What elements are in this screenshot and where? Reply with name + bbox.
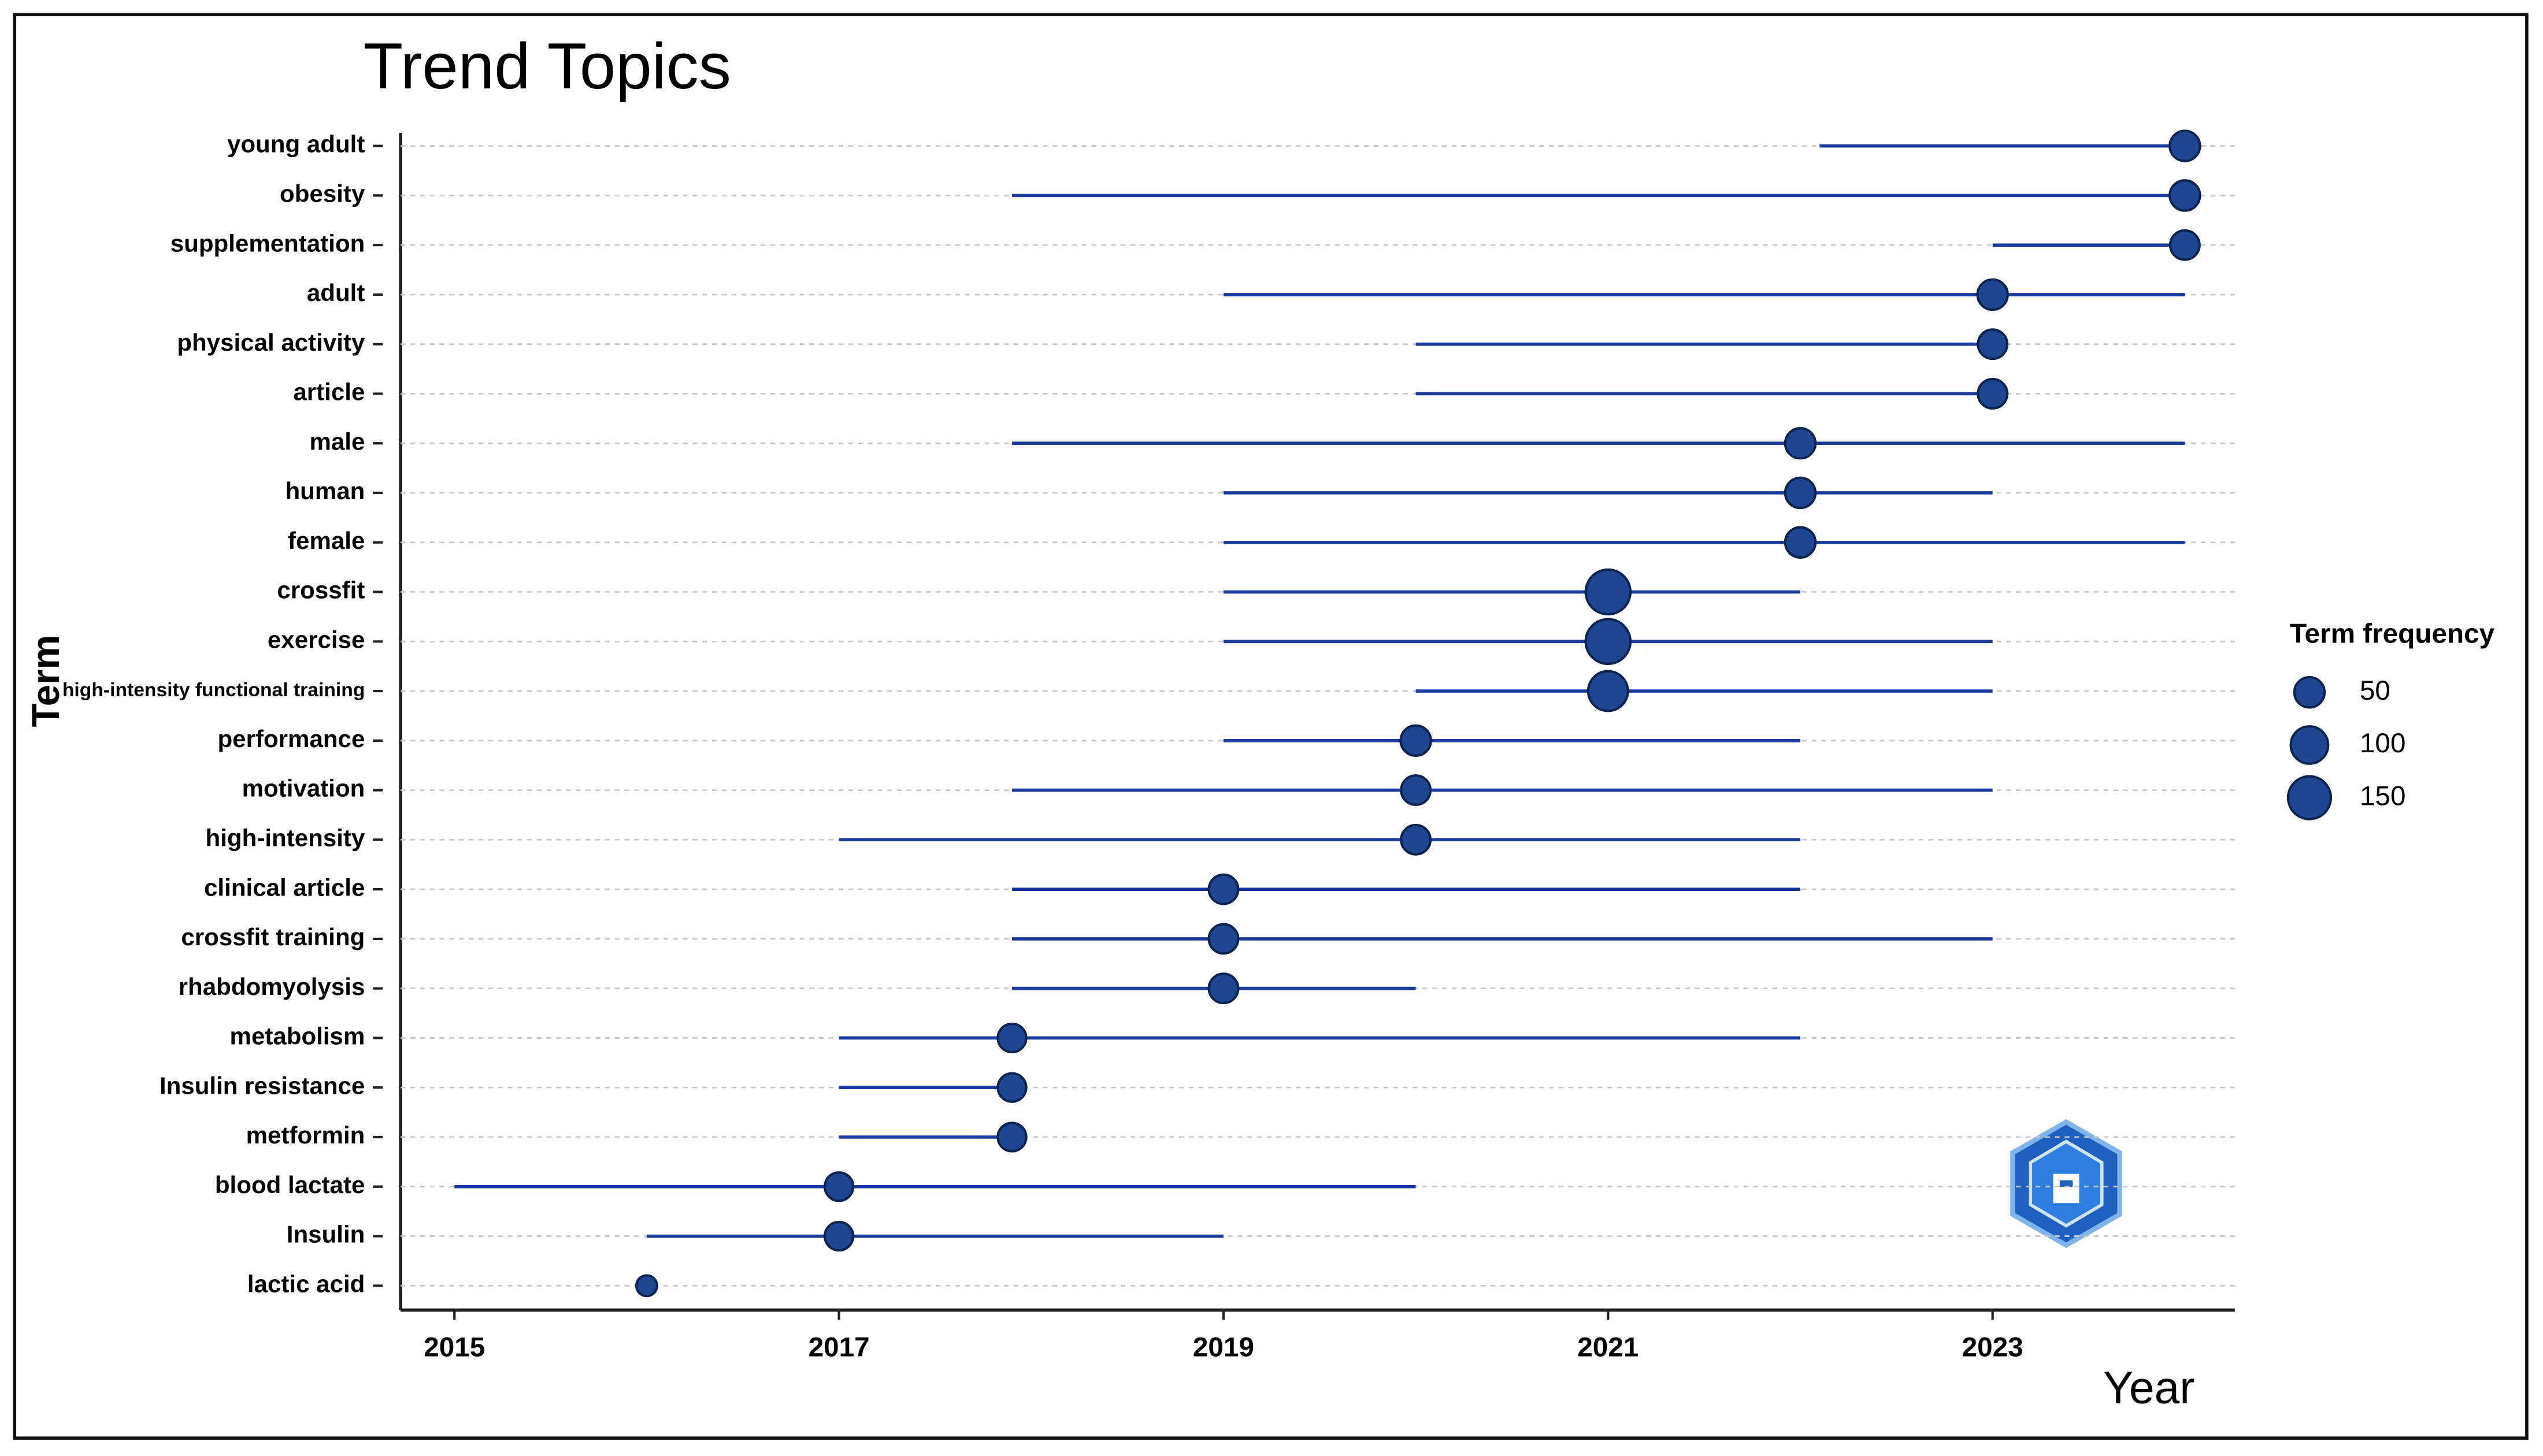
frequency-dot <box>1400 823 1432 856</box>
legend-title: Term frequency <box>2290 619 2495 649</box>
frequency-dot <box>1584 568 1632 616</box>
y-tick-label: supplementation <box>170 229 365 257</box>
legend-label: 50 <box>2360 675 2390 706</box>
frequency-dot <box>1207 972 1240 1005</box>
frequency-dot <box>2168 229 2201 261</box>
frequency-dot <box>1784 526 1817 559</box>
legend-dot <box>2289 725 2330 765</box>
y-tick-label: clinical article <box>204 874 365 901</box>
frequency-dot <box>1207 873 1240 905</box>
frequency-dot <box>2168 129 2201 162</box>
y-tick-label: article <box>293 378 365 406</box>
y-tick-label: male <box>309 428 365 455</box>
frequency-dot <box>1977 328 2009 361</box>
y-tick-label: exercise <box>268 626 365 653</box>
y-tick-label: female <box>288 527 365 554</box>
frequency-dot <box>1784 427 1817 460</box>
y-tick-label: adult <box>307 279 365 306</box>
legend: Term frequency 50 100 150 <box>2286 619 2495 820</box>
frequency-dot <box>996 1072 1028 1103</box>
x-tick-label: 2017 <box>809 1332 870 1362</box>
y-tick-label: physical activity <box>177 329 365 356</box>
x-tick-label: 2023 <box>1962 1332 2023 1362</box>
frequency-dot <box>1586 670 1629 712</box>
y-tick-label: high-intensity functional training <box>62 679 365 701</box>
y-tick-label: obesity <box>280 180 365 207</box>
y-tick-label: motivation <box>242 775 365 802</box>
frequency-dot <box>1784 476 1817 510</box>
frequency-dot <box>996 1121 1028 1153</box>
frequency-dot <box>1584 618 1632 666</box>
logo <box>2010 1119 2122 1249</box>
y-tick-label: high-intensity <box>206 824 365 852</box>
frequency-dot <box>635 1274 658 1298</box>
frequency-dot <box>996 1022 1028 1054</box>
x-tick-label: 2019 <box>1193 1332 1254 1362</box>
y-tick-label: performance <box>217 725 365 752</box>
frequency-dot <box>823 1220 855 1252</box>
y-tick-label: metformin <box>246 1121 365 1149</box>
y-axis-label: Term <box>24 635 68 727</box>
frequency-dot <box>2168 179 2201 212</box>
chart-title: Trend Topics <box>364 29 731 102</box>
y-tick-label: crossfit <box>277 577 365 604</box>
frequency-dot <box>1400 774 1432 807</box>
frequency-dot <box>1977 378 2009 410</box>
y-tick-label: Insulin <box>287 1221 365 1248</box>
x-tick-label: 2021 <box>1577 1332 1639 1362</box>
legend-dot <box>2286 775 2333 820</box>
y-tick-label: human <box>285 477 365 504</box>
legend-label: 100 <box>2360 728 2406 759</box>
frequency-dot <box>823 1171 855 1202</box>
x-axis-label: Year <box>2103 1362 2195 1413</box>
frequency-dot <box>1399 724 1432 757</box>
y-tick-label: rhabdomyolysis <box>179 973 365 1000</box>
legend-dot <box>2293 676 2326 709</box>
frame <box>13 13 2529 1440</box>
y-tick-label: Insulin resistance <box>160 1072 365 1099</box>
x-tick-label: 2015 <box>424 1332 485 1362</box>
y-tick-label: blood lactate <box>215 1171 365 1198</box>
frequency-dot <box>1207 923 1240 955</box>
frequency-dot <box>1976 278 2009 311</box>
legend-label: 150 <box>2360 781 2406 811</box>
y-tick-label: crossfit training <box>181 923 365 950</box>
y-tick-label: lactic acid <box>247 1270 365 1297</box>
y-tick-label: young adult <box>227 131 365 158</box>
y-tick-label: metabolism <box>230 1023 365 1050</box>
